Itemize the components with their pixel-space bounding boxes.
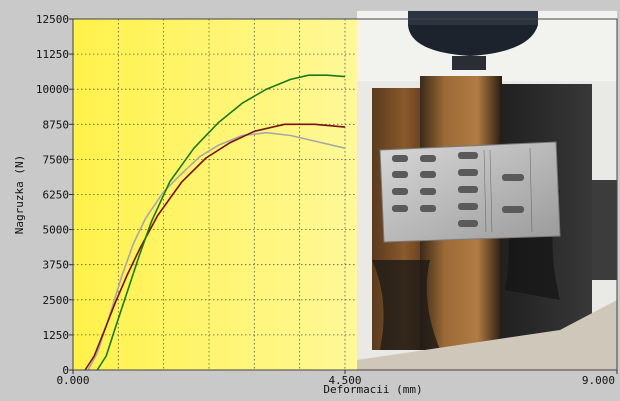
x-axis: 0.000 4.500 9.000 [56,370,618,387]
y-tick-label: 12500 [36,13,69,26]
y-tick-label: 7500 [43,153,70,166]
x-tick-label: 9.000 [582,374,615,387]
y-tick-label: 5000 [43,224,70,237]
y-tick-label: 8750 [43,118,70,131]
series-line-2 [84,123,346,370]
x-tick-label: 4.500 [328,374,361,387]
x-axis-title: Deformacii (mm) [323,383,422,396]
series-layer [84,74,346,370]
y-tick-label: 0 [62,364,69,377]
y-axis: 0 1250 2500 3750 5000 6250 7500 8750 10000 11250 1… [36,13,73,377]
y-tick-label: 11250 [36,48,69,61]
series-line-1 [87,131,346,370]
photo-inset [357,11,617,370]
y-tick-label: 2500 [43,294,70,307]
y-tick-label: 1250 [43,329,70,342]
y-axis-title: Nagruzka (N) [13,155,26,234]
y-tick-label: 3750 [43,259,70,272]
series-line-3 [96,74,346,370]
y-tick-label: 10000 [36,83,69,96]
y-tick-label: 6250 [43,189,70,202]
x-tick-label: 0.000 [56,374,89,387]
